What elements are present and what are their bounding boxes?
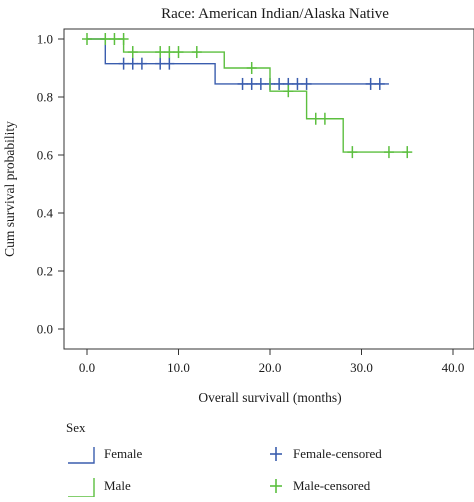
legend-male-label: Male bbox=[104, 478, 131, 493]
legend: Sex Female Male Female-censored Male-cen… bbox=[66, 420, 382, 498]
chart-title: Race: American Indian/Alaska Native bbox=[161, 6, 389, 22]
legend-title: Sex bbox=[66, 420, 86, 435]
plot-frame bbox=[63, 28, 474, 350]
female-censored-mark bbox=[136, 57, 147, 70]
legend-male-censored-label: Male-censored bbox=[293, 478, 371, 493]
x-tick-label: 20.0 bbox=[259, 360, 282, 375]
male-censored-mark bbox=[319, 112, 330, 125]
x-tick-label: 40.0 bbox=[442, 360, 465, 375]
legend-male-censored-symbol bbox=[270, 479, 282, 493]
female-censored-mark bbox=[155, 57, 166, 70]
legend-female-censored-symbol bbox=[270, 447, 282, 461]
female-censored-mark bbox=[246, 77, 257, 90]
female-censored-mark bbox=[164, 57, 175, 70]
male-censored-mark bbox=[109, 33, 120, 45]
male-censored-mark bbox=[246, 62, 257, 74]
legend-male-line-symbol bbox=[68, 478, 95, 498]
male-censored-mark bbox=[127, 46, 138, 59]
male-censored-mark bbox=[164, 46, 175, 59]
female-censored-mark bbox=[301, 77, 312, 90]
y-tick-label: 0.8 bbox=[37, 90, 53, 105]
female-censored-mark bbox=[374, 77, 385, 90]
legend-female-censored-label: Female-censored bbox=[293, 446, 382, 461]
male-censored-mark bbox=[155, 46, 166, 59]
female-censored-mark bbox=[127, 57, 138, 70]
male-censored-mark bbox=[347, 146, 358, 159]
y-tick-label: 0.0 bbox=[37, 322, 53, 337]
male-censored-mark bbox=[173, 46, 184, 59]
male-censored-mark bbox=[118, 33, 129, 45]
female-censored-mark bbox=[365, 77, 376, 90]
x-tick-label: 0.0 bbox=[79, 360, 95, 375]
male-censored-mark bbox=[383, 146, 394, 159]
y-tick-label: 0.2 bbox=[37, 264, 53, 279]
male-censored-mark bbox=[283, 85, 294, 98]
legend-female-line-symbol bbox=[68, 447, 95, 464]
y-tick-label: 0.6 bbox=[37, 148, 54, 163]
legend-female-label: Female bbox=[104, 446, 142, 461]
female-censored-mark bbox=[255, 77, 266, 90]
male-censored-mark bbox=[402, 146, 413, 159]
male-censored-mark bbox=[191, 46, 202, 59]
female-censored-mark bbox=[274, 77, 285, 90]
female-censored-mark bbox=[118, 57, 129, 70]
male-censored-mark bbox=[82, 33, 92, 45]
x-tick-label: 30.0 bbox=[350, 360, 373, 375]
male-survival-line bbox=[87, 38, 408, 153]
series-layer bbox=[82, 33, 413, 159]
female-censored-mark bbox=[292, 77, 303, 90]
x-axis-label: Overall survivall (months) bbox=[198, 390, 341, 405]
y-tick-label: 0.4 bbox=[37, 206, 54, 221]
x-tick-label: 10.0 bbox=[167, 360, 190, 375]
male-censored-mark bbox=[310, 112, 321, 125]
female-censored-mark bbox=[237, 77, 248, 90]
ticks-layer: 0.0 10.0 20.0 30.0 40.0 0.0 0.2 0.4 0.6 0.8 1.0 bbox=[37, 32, 465, 376]
y-tick-label: 1.0 bbox=[37, 32, 53, 47]
male-censored-mark bbox=[100, 33, 111, 45]
y-axis-label: Cum survival probability bbox=[2, 121, 17, 257]
